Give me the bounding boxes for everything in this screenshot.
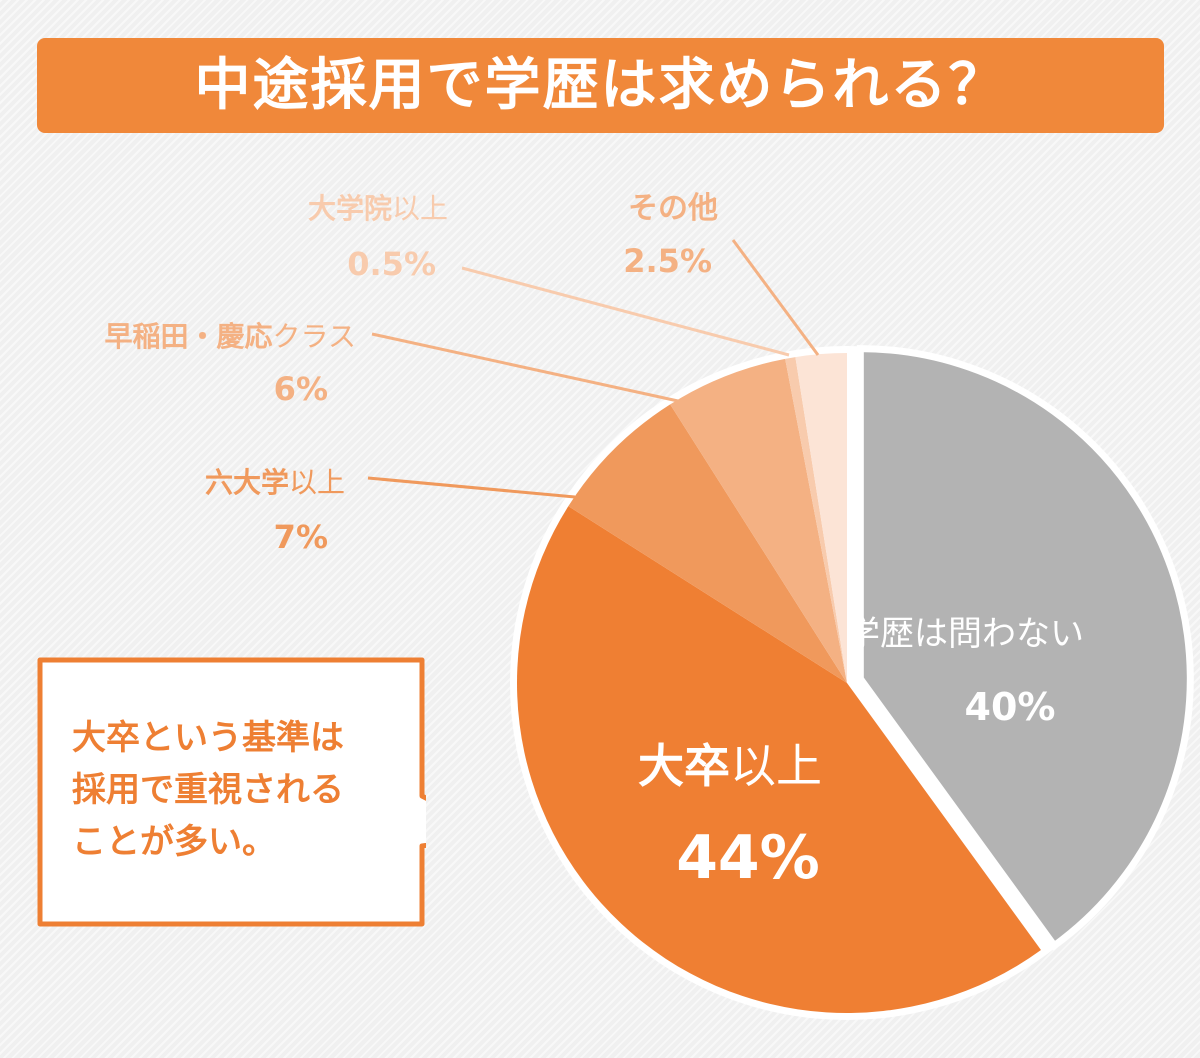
callout-line-3: ことが多い。 [72, 822, 276, 862]
pie-slice-2 [568, 404, 847, 683]
callout-box [37, 657, 426, 927]
slice-value-2: 7% [274, 518, 328, 556]
slice-label-0: 学歴は問わない [846, 614, 1084, 654]
pie-slice-4 [785, 357, 847, 683]
leader-line-3 [371, 332, 679, 403]
slice-value-1: 44% [676, 823, 820, 893]
pie-slice-1 [517, 506, 1041, 1013]
pie-slice-5 [795, 353, 847, 683]
leader-line-5 [731, 239, 820, 356]
slice-label-5: その他 [628, 191, 718, 226]
callout-text: 大卒という基準は 採用で重視される ことが多い。 [72, 712, 412, 868]
pie-slice-3 [670, 358, 847, 683]
slice-label-1: 大卒以上 [638, 739, 822, 793]
slice-value-0: 40% [965, 685, 1056, 729]
title-banner: 中途採用で学歴は求められる？ [37, 38, 1164, 133]
callout-line-1: 大卒という基準は [72, 718, 344, 758]
slice-value-4: 0.5% [347, 245, 436, 283]
slice-label-4: 大学院以上 [308, 192, 448, 225]
pie-slice-0 [856, 345, 1194, 951]
chart-title: 中途採用で学歴は求められる？ [194, 52, 1007, 118]
slice-label-3: 早稲田・慶応クラス [105, 320, 356, 353]
slice-value-3: 6% [274, 370, 328, 408]
slice-value-5: 2.5% [623, 242, 712, 280]
leader-line-4 [461, 266, 790, 357]
leader-line-2 [367, 476, 576, 499]
slice-label-2: 六大学以上 [205, 466, 345, 499]
callout-line-2: 採用で重視される [72, 770, 344, 810]
